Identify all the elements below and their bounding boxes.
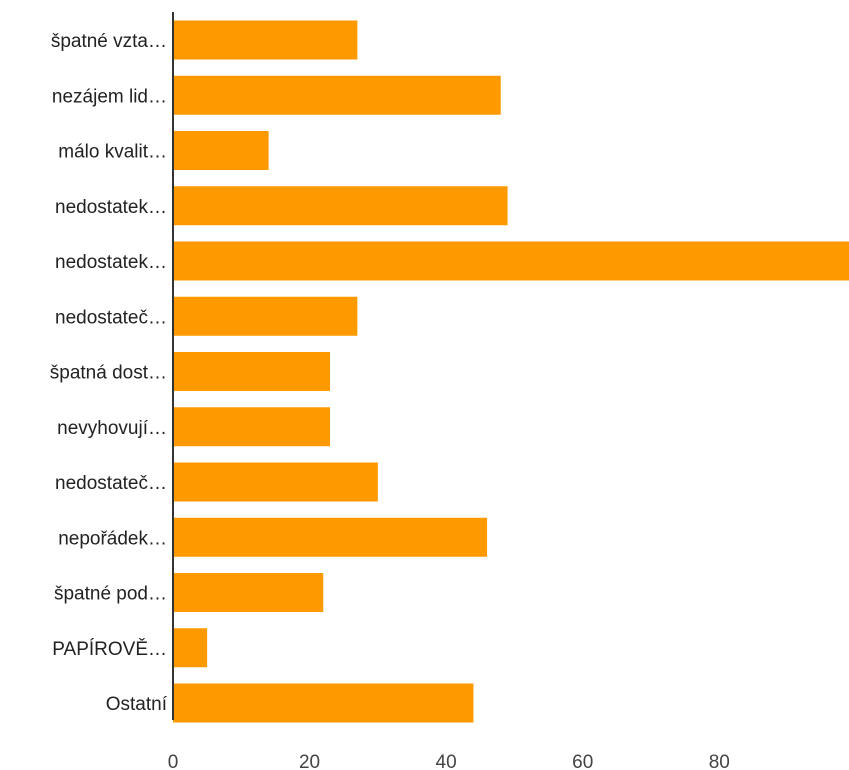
category-label: nedostateč…	[55, 307, 167, 328]
bar	[173, 241, 849, 281]
category-label: nedostatek…	[55, 197, 167, 218]
category-label: špatné pod…	[54, 584, 167, 605]
category-label: nevyhovují…	[57, 418, 167, 439]
category-label: špatné vzta…	[51, 31, 167, 52]
bar	[173, 573, 324, 612]
bar	[173, 517, 488, 557]
category-label: PAPÍROVĚ…	[52, 638, 167, 660]
bar	[173, 352, 331, 391]
x-tick-label: 40	[436, 752, 457, 770]
bar	[173, 683, 474, 723]
category-label: špatná dost…	[50, 363, 167, 384]
bars-group	[173, 20, 849, 723]
category-label: málo kvalit…	[58, 142, 167, 163]
bar	[173, 628, 208, 668]
category-label: Ostatní	[106, 694, 168, 715]
bar	[173, 75, 501, 115]
bar	[173, 296, 358, 336]
bar	[173, 131, 269, 170]
bar	[173, 20, 358, 60]
category-label: nedostateč…	[55, 473, 167, 494]
x-tick-label: 0	[168, 752, 179, 770]
category-label: nedostatek…	[55, 252, 167, 273]
bar	[173, 186, 508, 226]
category-label: nezájem lid…	[52, 86, 167, 107]
bar	[173, 407, 331, 447]
category-label: nepořádek…	[58, 528, 167, 549]
bar	[173, 462, 378, 502]
x-tick-label: 80	[709, 752, 730, 770]
x-tick-label: 60	[572, 752, 593, 770]
x-tick-label: 20	[299, 752, 320, 770]
category-labels: špatné vzta… nezájem lid… málo kvalit… nedo…	[50, 31, 168, 715]
x-tick-labels: 0 20 40 60 80	[168, 752, 730, 770]
